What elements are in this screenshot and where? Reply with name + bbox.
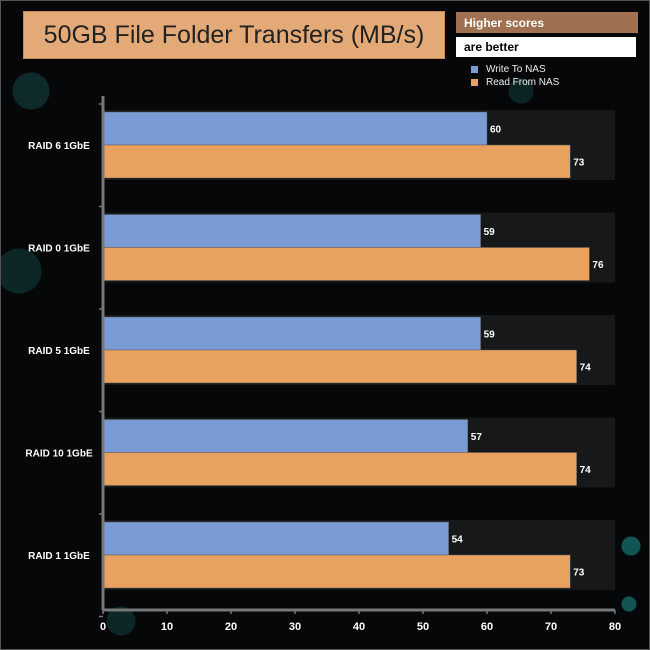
- x-tick-label: 30: [289, 621, 301, 633]
- bar-write: [103, 112, 487, 145]
- category-label: RAID 0 1GbE: [28, 244, 90, 255]
- bar-read: [103, 555, 570, 588]
- data-label: 54: [452, 535, 464, 546]
- data-label: 59: [484, 227, 496, 238]
- bar-read: [103, 350, 577, 383]
- x-tick-label: 10: [161, 621, 173, 633]
- category-label: RAID 6 1GbE: [28, 141, 90, 152]
- x-tick-label: 60: [481, 621, 493, 633]
- data-label: 74: [580, 465, 592, 476]
- data-label: 73: [573, 158, 585, 169]
- bar-read: [103, 453, 577, 486]
- x-tick-label: 50: [417, 621, 429, 633]
- bar-write: [103, 522, 449, 555]
- category-label: RAID 5 1GbE: [28, 346, 90, 357]
- x-tick-label: 40: [353, 621, 365, 633]
- data-label: 73: [573, 568, 585, 579]
- x-tick-label: 20: [225, 621, 237, 633]
- data-label: 60: [490, 125, 502, 136]
- x-tick-label: 80: [609, 621, 621, 633]
- data-label: 74: [580, 363, 592, 374]
- bar-read: [103, 145, 570, 178]
- data-label: 76: [592, 260, 604, 271]
- category-label: RAID 10 1GbE: [25, 449, 93, 460]
- bar-write: [103, 215, 481, 248]
- bar-write: [103, 420, 468, 453]
- x-tick-label: 70: [545, 621, 557, 633]
- bar-write: [103, 317, 481, 350]
- bar-read: [103, 248, 589, 281]
- x-tick-label: 0: [100, 621, 106, 633]
- data-label: 59: [484, 330, 496, 341]
- category-label: RAID 1 1GbE: [28, 551, 90, 562]
- data-label: 57: [471, 432, 483, 443]
